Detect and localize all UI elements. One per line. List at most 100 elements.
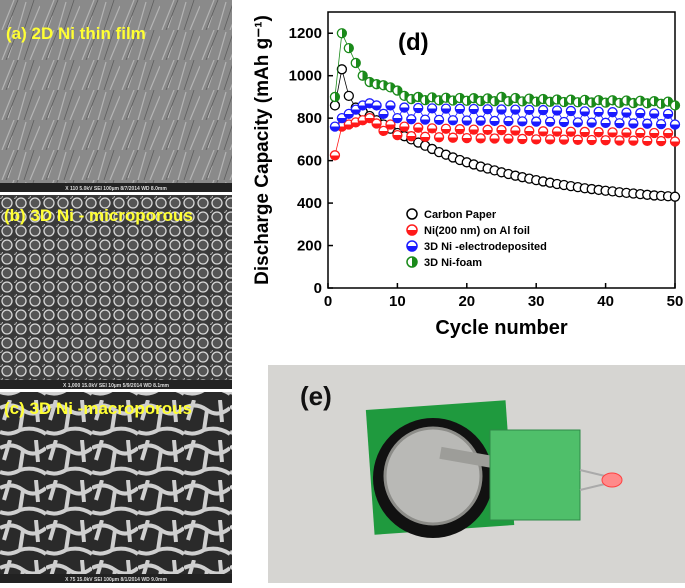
data-point bbox=[531, 116, 542, 127]
data-point bbox=[440, 103, 452, 114]
data-point bbox=[635, 127, 646, 138]
data-point bbox=[593, 106, 604, 117]
data-point bbox=[454, 103, 466, 114]
data-point bbox=[600, 135, 611, 146]
x-tick-label: 30 bbox=[528, 293, 545, 310]
data-point bbox=[385, 119, 396, 130]
data-point bbox=[336, 28, 348, 39]
data-point bbox=[558, 134, 570, 145]
data-point bbox=[649, 127, 660, 139]
data-point bbox=[329, 91, 341, 103]
legend-marker bbox=[406, 224, 418, 236]
x-tick-label: 40 bbox=[597, 293, 614, 310]
data-point bbox=[475, 133, 486, 144]
data-point bbox=[406, 114, 417, 125]
data-point bbox=[503, 115, 514, 127]
data-point bbox=[329, 121, 341, 132]
data-point bbox=[350, 57, 361, 69]
data-point bbox=[329, 150, 341, 161]
data-point bbox=[343, 90, 354, 102]
data-point bbox=[537, 104, 549, 116]
data-point bbox=[489, 133, 500, 144]
data-point bbox=[510, 125, 521, 136]
panel-label: (b) 3D Ni - microporous bbox=[4, 206, 193, 225]
legend-marker bbox=[406, 240, 418, 252]
data-point bbox=[371, 100, 382, 111]
info-text: X 1,000 15.0kV SEI 10µm 5/9/2014 WD 8.1m… bbox=[63, 383, 170, 389]
data-point bbox=[600, 117, 611, 128]
panel-c: (c) 3D Ni -macroporous X 75 15.0kV SEI 1… bbox=[0, 392, 232, 583]
x-tick-label: 10 bbox=[389, 293, 406, 310]
data-point bbox=[482, 104, 493, 115]
data-point bbox=[531, 134, 542, 145]
y-tick-label: 400 bbox=[297, 195, 322, 212]
legend-marker bbox=[406, 208, 418, 220]
legend-label: 3D Ni-foam bbox=[424, 257, 482, 269]
data-point bbox=[413, 122, 424, 133]
battery bbox=[383, 426, 483, 526]
data-point bbox=[503, 133, 514, 144]
data-point bbox=[433, 114, 445, 126]
data-point bbox=[343, 42, 354, 54]
photo: (e) bbox=[268, 365, 685, 583]
y-tick-label: 800 bbox=[297, 110, 322, 127]
data-point bbox=[565, 105, 577, 117]
legend-marker bbox=[406, 256, 418, 268]
data-point bbox=[642, 135, 653, 147]
data-point bbox=[669, 136, 681, 147]
data-point bbox=[517, 133, 528, 145]
data-point bbox=[558, 116, 570, 128]
data-point bbox=[420, 131, 431, 142]
data-point bbox=[329, 100, 341, 111]
data-point bbox=[392, 113, 403, 124]
data-point bbox=[357, 70, 368, 81]
data-point bbox=[621, 127, 632, 138]
data-point bbox=[468, 103, 479, 115]
data-point bbox=[433, 132, 445, 143]
data-point bbox=[628, 118, 639, 129]
data-point bbox=[447, 115, 459, 126]
data-point bbox=[524, 125, 535, 137]
data-point bbox=[655, 135, 667, 147]
panel-a: (a) 2D Ni thin film X 110 5.0kV SEI 100µ… bbox=[0, 0, 232, 192]
legend-label: Carbon Paper bbox=[424, 209, 497, 221]
data-point bbox=[413, 102, 424, 114]
data-point bbox=[607, 107, 618, 118]
data-point bbox=[669, 119, 681, 130]
data-point bbox=[517, 116, 528, 127]
panel-label: (a) 2D Ni thin film bbox=[6, 24, 146, 43]
data-point bbox=[364, 113, 375, 124]
data-point bbox=[496, 104, 507, 115]
x-axis-label: Cycle number bbox=[435, 317, 567, 339]
data-point bbox=[392, 129, 403, 141]
data-point bbox=[635, 107, 646, 119]
data-point bbox=[537, 126, 549, 137]
data-point bbox=[579, 126, 590, 138]
data-point bbox=[662, 128, 674, 139]
panel-label: (d) bbox=[398, 29, 429, 56]
data-point bbox=[468, 124, 479, 135]
data-point bbox=[392, 85, 403, 96]
data-point bbox=[399, 121, 410, 132]
led bbox=[601, 472, 623, 488]
data-point bbox=[378, 108, 389, 120]
data-point bbox=[551, 105, 563, 116]
data-point bbox=[489, 115, 500, 127]
data-point bbox=[565, 126, 577, 137]
info-bar bbox=[0, 183, 232, 192]
data-point bbox=[551, 126, 563, 137]
led-leads bbox=[579, 469, 606, 491]
data-point bbox=[614, 118, 625, 129]
data-point bbox=[399, 102, 410, 113]
data-point bbox=[482, 124, 493, 135]
data-point bbox=[420, 114, 431, 125]
data-point bbox=[475, 115, 486, 126]
data-point bbox=[426, 103, 438, 114]
data-point bbox=[614, 135, 625, 146]
sem-image bbox=[0, 195, 232, 389]
x-tick-label: 20 bbox=[458, 293, 475, 310]
info-text: X 75 15.0kV SEI 100µm 8/1/2014 WD 9.0mm bbox=[65, 577, 167, 583]
y-tick-label: 0 bbox=[314, 280, 322, 297]
data-point bbox=[579, 106, 590, 117]
